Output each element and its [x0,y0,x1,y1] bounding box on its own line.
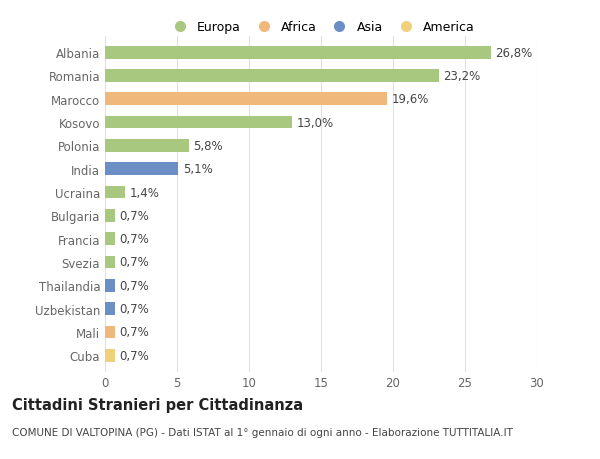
Text: 0,7%: 0,7% [119,233,149,246]
Bar [105,140,188,152]
Text: 5,1%: 5,1% [183,163,212,176]
Text: 26,8%: 26,8% [495,46,532,60]
Bar [105,93,387,106]
Legend: Europa, Africa, Asia, America: Europa, Africa, Asia, America [162,16,480,39]
Bar [105,209,115,222]
Text: 13,0%: 13,0% [296,116,334,129]
Text: Cittadini Stranieri per Cittadinanza: Cittadini Stranieri per Cittadinanza [12,397,303,412]
Text: 0,7%: 0,7% [119,209,149,222]
Text: COMUNE DI VALTOPINA (PG) - Dati ISTAT al 1° gennaio di ogni anno - Elaborazione : COMUNE DI VALTOPINA (PG) - Dati ISTAT al… [12,427,513,437]
Bar [105,279,115,292]
Text: 0,7%: 0,7% [119,326,149,339]
Bar [105,47,491,59]
Bar [105,256,115,269]
Bar [105,163,178,176]
Text: 0,7%: 0,7% [119,256,149,269]
Text: 23,2%: 23,2% [443,70,481,83]
Bar [105,302,115,315]
Bar [105,70,439,83]
Bar [105,233,115,246]
Text: 5,8%: 5,8% [193,140,223,152]
Text: 19,6%: 19,6% [392,93,429,106]
Text: 0,7%: 0,7% [119,279,149,292]
Bar [105,186,125,199]
Text: 0,7%: 0,7% [119,349,149,362]
Text: 1,4%: 1,4% [130,186,160,199]
Bar [105,326,115,339]
Bar [105,117,292,129]
Text: 0,7%: 0,7% [119,302,149,315]
Bar [105,349,115,362]
